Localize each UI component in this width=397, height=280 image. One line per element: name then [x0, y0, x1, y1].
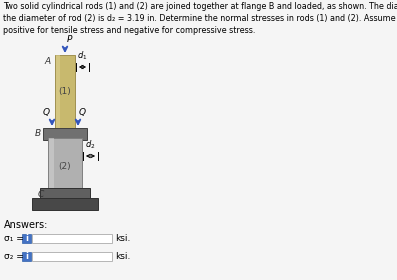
FancyBboxPatch shape	[32, 234, 112, 243]
Text: B: B	[35, 129, 41, 139]
Bar	[40, 188, 90, 198]
Text: i: i	[25, 252, 28, 261]
Bar	[56, 55, 60, 128]
Text: σ₂ =: σ₂ =	[4, 252, 24, 261]
Bar	[49, 138, 54, 188]
Text: C: C	[38, 190, 44, 199]
Text: ksi.: ksi.	[115, 252, 130, 261]
FancyBboxPatch shape	[22, 252, 31, 261]
Text: (1): (1)	[59, 87, 71, 96]
FancyBboxPatch shape	[22, 234, 31, 243]
Text: Answers:: Answers:	[4, 220, 48, 230]
Text: $d_2$: $d_2$	[85, 139, 96, 151]
Bar	[55, 55, 75, 128]
Text: Two solid cylindrical rods (1) and (2) are joined together at flange B and loade: Two solid cylindrical rods (1) and (2) a…	[3, 2, 397, 35]
FancyBboxPatch shape	[32, 252, 112, 261]
Bar	[32, 198, 98, 210]
Bar	[43, 128, 87, 140]
Text: $d_1$: $d_1$	[77, 50, 88, 62]
Bar	[48, 138, 82, 188]
Text: A: A	[45, 57, 51, 66]
Text: σ₁ =: σ₁ =	[4, 234, 24, 243]
Text: P: P	[67, 35, 72, 44]
Text: ksi.: ksi.	[115, 234, 130, 243]
Text: (2): (2)	[59, 162, 71, 171]
Text: i: i	[25, 234, 28, 243]
Text: Q: Q	[43, 108, 50, 117]
Text: Q: Q	[79, 108, 86, 117]
